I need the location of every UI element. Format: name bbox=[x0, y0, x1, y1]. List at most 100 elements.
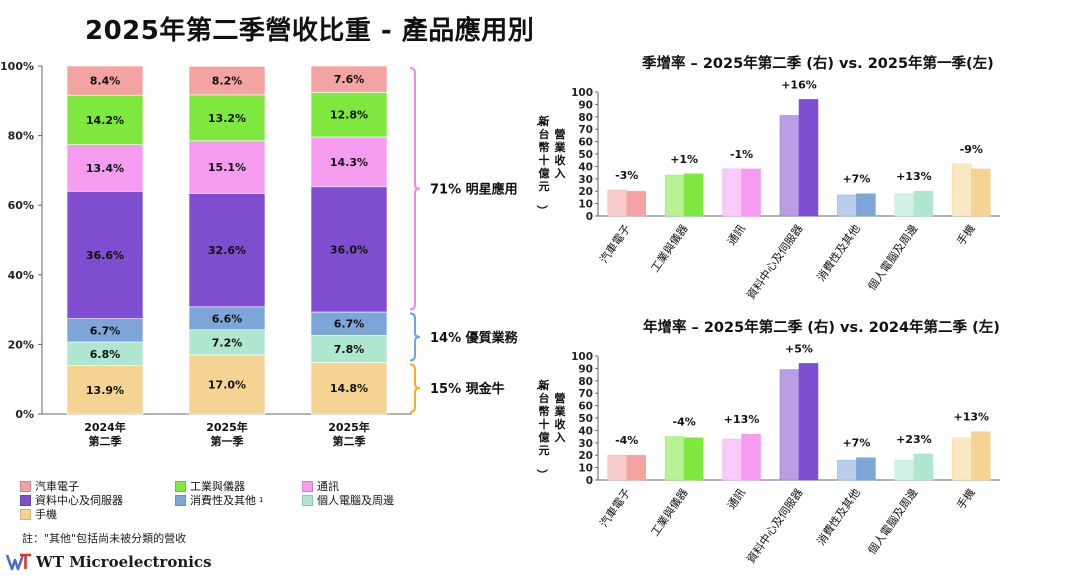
logo-text: WT Microelectronics bbox=[36, 553, 212, 571]
stacked-bar-segment bbox=[310, 136, 388, 188]
segment-value-label: 13.4% bbox=[86, 162, 124, 175]
legend-label: 消費性及其他 bbox=[190, 494, 256, 507]
segment-value-label: 13.9% bbox=[86, 384, 124, 397]
bar-current-period bbox=[741, 168, 761, 217]
y-tick-label: 0% bbox=[15, 408, 34, 421]
x-category-label: 第二季 bbox=[89, 434, 123, 448]
segment-value-label: 7.2% bbox=[212, 336, 243, 349]
y-tick-label: 20 bbox=[578, 186, 593, 198]
bar-current-period bbox=[626, 190, 646, 217]
x-category-label: 個人電腦及周邊 bbox=[865, 222, 921, 293]
legend-footnote-marker: 1 bbox=[259, 496, 264, 504]
bar-previous-period bbox=[664, 436, 685, 481]
legend-swatch bbox=[20, 494, 31, 506]
y-tick-label: 60 bbox=[578, 401, 593, 413]
brace-annotation-label: 15% 現金牛 bbox=[430, 381, 505, 397]
x-category-label: 消費性及其他 bbox=[814, 486, 863, 548]
x-category-label: 汽車電子 bbox=[596, 222, 633, 266]
legend-label: 汽車電子 bbox=[35, 480, 79, 493]
segment-value-label: 6.6% bbox=[212, 312, 243, 325]
page-title: 2025年第二季營收比重 - 產品應用別 bbox=[85, 16, 535, 46]
brace-annotation-label: 71% 明星應用 bbox=[430, 182, 518, 198]
bar-previous-period bbox=[779, 369, 800, 481]
bar-current-period bbox=[798, 99, 819, 217]
stacked-bar-segment bbox=[66, 190, 144, 319]
bar-current-period bbox=[741, 433, 761, 481]
y-axis-label-char: 業 bbox=[554, 140, 567, 154]
legend-swatch bbox=[175, 480, 186, 492]
y-axis-label-char: 營 bbox=[555, 127, 566, 141]
stacked-bar-segment bbox=[66, 365, 144, 415]
bar-previous-period bbox=[722, 438, 742, 481]
legend-swatch bbox=[302, 494, 313, 506]
y-axis-label-char: 收 bbox=[555, 153, 566, 167]
y-tick-label: 0 bbox=[586, 475, 593, 487]
y-tick-label: 70 bbox=[578, 388, 593, 400]
legend-item: 個人電腦及周邊 bbox=[302, 492, 394, 508]
y-tick-label: 40 bbox=[578, 161, 593, 173]
bar-current-period bbox=[798, 363, 819, 481]
legend-label: 資料中心及伺服器 bbox=[35, 494, 123, 507]
legend-item: 手機 bbox=[20, 506, 57, 522]
bar-previous-period bbox=[722, 168, 742, 217]
y-axis-label: （新台幣十億元 ） bbox=[536, 114, 550, 216]
legend-item: 工業與儀器 bbox=[175, 478, 245, 494]
growth-rate-label: +23% bbox=[896, 433, 932, 446]
stacked-bar-segment bbox=[310, 65, 388, 93]
y-axis-label-char: 入 bbox=[555, 431, 566, 444]
segment-value-label: 14.2% bbox=[86, 114, 124, 127]
segment-value-label: 14.3% bbox=[330, 156, 368, 169]
bar-previous-period bbox=[837, 459, 857, 481]
stacked-bar-segment bbox=[188, 140, 266, 194]
growth-rate-label: +16% bbox=[781, 78, 817, 91]
x-category-label: 汽車電子 bbox=[596, 486, 633, 530]
stacked-bar-segment bbox=[310, 92, 388, 138]
growth-rate-label: -1% bbox=[730, 148, 753, 161]
growth-rate-label: +13% bbox=[724, 413, 760, 426]
y-tick-label: 30 bbox=[578, 174, 593, 186]
y-axis-label: 營業收入 bbox=[554, 391, 567, 444]
growth-rate-label: +7% bbox=[842, 173, 870, 186]
y-tick-label: 40% bbox=[8, 269, 34, 282]
bar-previous-period bbox=[607, 454, 627, 481]
stacked-bar-segment bbox=[310, 335, 388, 363]
y-tick-label: 60 bbox=[578, 137, 593, 149]
wt-logo-icon bbox=[6, 553, 31, 571]
y-tick-label: 100 bbox=[571, 351, 593, 363]
y-axis-label-char: 新 bbox=[539, 114, 550, 128]
y-axis-label-char: 十 bbox=[539, 417, 550, 431]
y-tick-label: 90 bbox=[578, 363, 593, 375]
x-category-label: 工業與儀器 bbox=[648, 486, 691, 539]
growth-rate-label: +5% bbox=[785, 342, 813, 355]
y-axis-label: （新台幣十億元 ） bbox=[536, 378, 550, 480]
segment-value-label: 36.6% bbox=[86, 249, 124, 262]
y-tick-label: 0 bbox=[586, 211, 593, 223]
segment-value-label: 6.7% bbox=[90, 324, 121, 337]
y-tick-label: 30 bbox=[578, 438, 593, 450]
stacked-bar-segment bbox=[310, 362, 388, 415]
x-category-label: 2025年 bbox=[328, 420, 370, 434]
y-tick-label: 60% bbox=[8, 199, 34, 212]
x-category-label: 通訊 bbox=[724, 486, 748, 512]
bar-previous-period bbox=[837, 194, 857, 217]
bar-previous-period bbox=[894, 459, 915, 481]
y-axis-label-char: 新 bbox=[539, 378, 550, 392]
bar-current-period bbox=[626, 454, 646, 481]
footnote: 註："其他"包括尚未被分類的營收 bbox=[22, 532, 187, 545]
y-tick-label: 50 bbox=[578, 149, 593, 161]
segment-value-label: 32.6% bbox=[208, 244, 246, 257]
segment-value-label: 7.6% bbox=[334, 73, 365, 86]
y-tick-label: 20% bbox=[8, 338, 34, 351]
growth-rate-label: +13% bbox=[954, 411, 990, 424]
segment-value-label: 8.2% bbox=[212, 75, 243, 88]
bar-current-period bbox=[971, 168, 991, 217]
x-category-label: 通訊 bbox=[724, 222, 748, 248]
y-axis-label-char: 億 bbox=[539, 166, 550, 180]
growth-rate-label: +13% bbox=[896, 170, 932, 183]
stacked-bar-segment bbox=[66, 144, 144, 192]
growth-rate-label: -4% bbox=[615, 434, 638, 447]
legend-swatch bbox=[20, 508, 31, 520]
stacked-bar-segment bbox=[188, 94, 266, 142]
bar-previous-period bbox=[952, 163, 972, 217]
